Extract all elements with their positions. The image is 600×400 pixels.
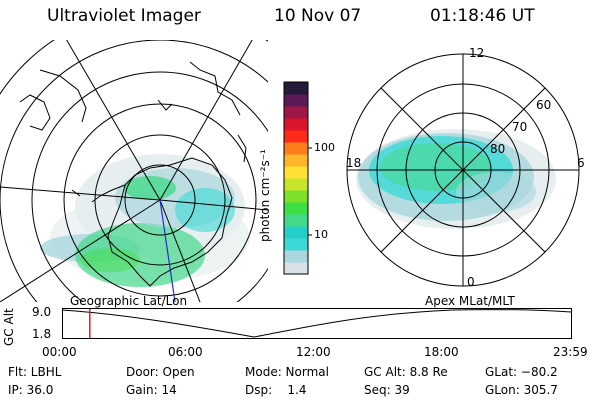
colorbar-label: photon cm⁻²s⁻¹ — [258, 149, 272, 242]
colorbar-band — [284, 82, 308, 95]
color-bar — [283, 81, 312, 275]
colorbar-band — [284, 154, 308, 167]
colorbar-band — [284, 166, 308, 179]
colorbar-band — [284, 190, 308, 203]
gc-alt-info: GC Alt: 8.8 Re — [364, 365, 448, 379]
timeline-tick-1800: 18:00 — [424, 345, 459, 359]
colorbar-band — [284, 262, 308, 275]
timeline-tick-2359: 23:59 — [553, 345, 588, 359]
mlt-label-12: 12 — [469, 46, 485, 60]
colorbar-band — [284, 214, 308, 227]
magnetic-caption: Apex MLat/MLT — [425, 294, 515, 308]
seq-info: Seq: 39 — [364, 383, 410, 397]
colorbar-band — [284, 130, 308, 143]
mode-info: Mode: Normal — [245, 365, 329, 379]
timeline-ymin: 1.8 — [32, 327, 52, 341]
glon-info: GLon: 305.7 — [485, 383, 558, 397]
colorbar-band — [284, 106, 308, 119]
geographic-caption: Geographic Lat/Lon — [70, 294, 188, 308]
timeline-tick-0600: 06:00 — [168, 345, 203, 359]
mlt-label-0: 0 — [467, 275, 475, 289]
door-info: Door: Open — [126, 365, 195, 379]
ip-info: IP: 36.0 — [8, 383, 54, 397]
glat-info: GLat: −80.2 — [485, 365, 558, 379]
altitude-timeline — [62, 308, 572, 339]
colorbar-band — [284, 118, 308, 131]
lat-label-60: 60 — [536, 98, 552, 112]
magnetic-map — [346, 53, 580, 287]
timeline-ymax: 9.0 — [32, 305, 52, 319]
colorbar-tick-100: 100 — [314, 141, 335, 154]
lat-label-80: 80 — [490, 142, 506, 156]
instrument-title: Ultraviolet Imager — [47, 6, 201, 26]
mlt-label-6: 6 — [577, 156, 585, 170]
colorbar-band — [284, 142, 308, 155]
filter-info: Flt: LBHL — [8, 365, 62, 379]
colorbar-band — [284, 238, 308, 251]
time-label: 01:18:46 UT — [430, 6, 535, 26]
colorbar-band — [284, 94, 308, 107]
lat-label-70: 70 — [512, 120, 528, 134]
geographic-map — [0, 40, 268, 302]
dsp-info: Dsp: 1.4 — [245, 383, 307, 397]
gain-info: Gain: 14 — [126, 383, 177, 397]
colorbar-band — [284, 178, 308, 191]
colorbar-tick-10: 10 — [314, 228, 328, 241]
mlt-label-18: 18 — [346, 156, 362, 170]
colorbar-band — [284, 202, 308, 215]
date-label: 10 Nov 07 — [274, 6, 362, 26]
colorbar-band — [284, 226, 308, 239]
colorbar-band — [284, 250, 308, 263]
timeline-tick-0000: 00:00 — [42, 345, 77, 359]
timeline-tick-1200: 12:00 — [296, 345, 331, 359]
timeline-axis-label: GC Alt — [2, 308, 16, 346]
